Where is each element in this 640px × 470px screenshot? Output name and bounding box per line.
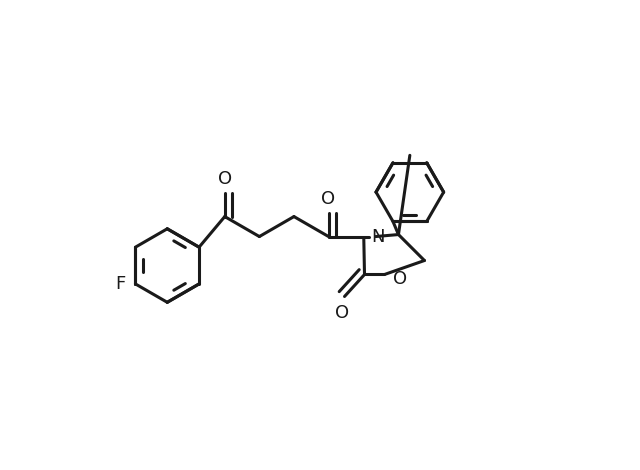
Text: O: O (321, 190, 335, 208)
Text: N: N (371, 227, 385, 245)
Text: O: O (393, 270, 407, 288)
Text: O: O (335, 304, 349, 321)
Text: F: F (115, 275, 125, 293)
Text: O: O (218, 170, 232, 188)
